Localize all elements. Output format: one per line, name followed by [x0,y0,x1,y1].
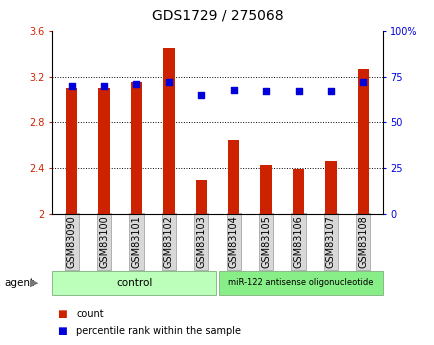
Text: control: control [116,278,152,288]
Text: percentile rank within the sample: percentile rank within the sample [76,326,240,336]
Text: ▶: ▶ [30,278,38,288]
Point [359,79,366,85]
Text: agent: agent [4,278,34,288]
Bar [357,69,368,214]
Bar [292,169,303,214]
Bar [260,165,271,214]
Bar [66,88,77,214]
Bar [325,161,336,214]
Point [100,83,107,89]
Bar [163,48,174,214]
Point [165,79,172,85]
Text: GDS1729 / 275068: GDS1729 / 275068 [151,9,283,23]
Point [68,83,75,89]
Text: count: count [76,309,104,319]
Point [197,92,204,98]
Bar [227,140,239,214]
Point [230,87,237,92]
Text: miR-122 antisense oligonucleotide: miR-122 antisense oligonucleotide [227,278,373,287]
Point [133,81,140,87]
Bar [195,180,207,214]
Bar [98,88,109,214]
Point [294,89,301,94]
Bar [131,82,142,214]
Text: ■: ■ [56,309,66,319]
Text: ■: ■ [56,326,66,336]
Point [327,89,334,94]
Point [262,89,269,94]
